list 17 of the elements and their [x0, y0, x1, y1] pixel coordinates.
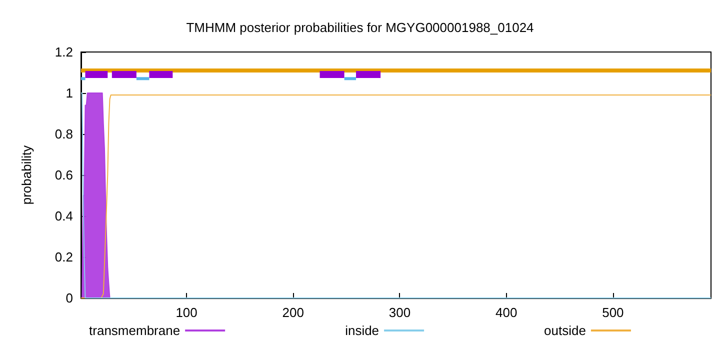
- y-tick-label: 1.2: [54, 44, 73, 60]
- y-tick-label: 0: [66, 290, 73, 306]
- y-tick-label: 0.4: [54, 208, 73, 224]
- x-tick-label: 500: [602, 305, 624, 320]
- x-tick-label: 200: [282, 305, 304, 320]
- x-tick-label: 300: [388, 305, 411, 320]
- y-axis-title: probability: [19, 144, 34, 205]
- y-tick-label: 0.2: [54, 250, 73, 264]
- legend-label: outside: [544, 323, 586, 338]
- y-tick-label: 0.8: [54, 126, 73, 142]
- x-tick-label: 400: [495, 305, 518, 320]
- legend-label: inside: [345, 323, 380, 338]
- y-tick-label: 1: [66, 86, 73, 100]
- y-tick-label: 0.6: [54, 168, 73, 182]
- legend-label: transmembrane: [89, 323, 180, 338]
- x-tick-label: 100: [176, 305, 198, 320]
- chart-title: TMHMM posterior probabilities for MGYG000001988_01024: [186, 20, 534, 35]
